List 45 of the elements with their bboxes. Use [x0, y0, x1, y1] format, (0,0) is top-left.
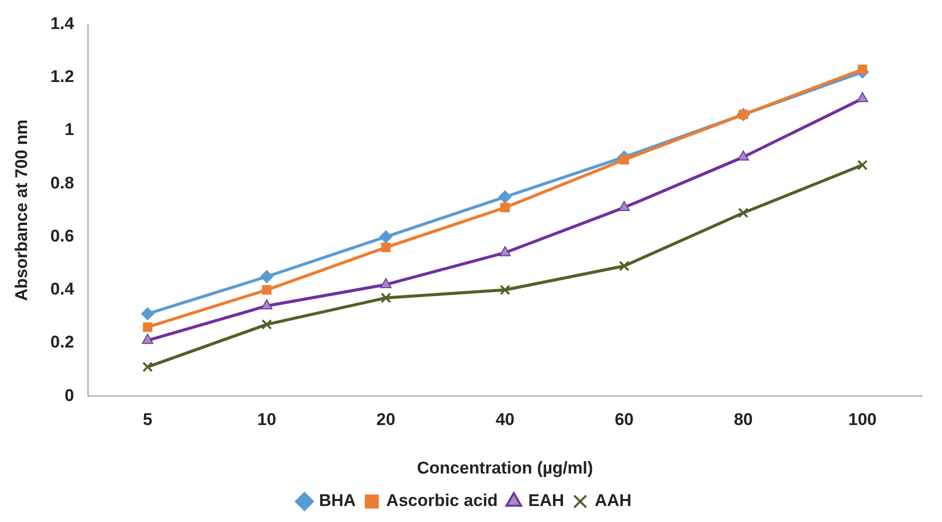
y-tick-label: 1 [64, 120, 74, 140]
point [619, 154, 629, 164]
point [380, 292, 392, 304]
x-tick-label: 60 [614, 410, 634, 430]
point [498, 190, 512, 204]
x-tick-label: 40 [496, 410, 514, 430]
y-tick-label: 0.4 [50, 280, 75, 299]
y-tick-label: 1.4 [50, 14, 75, 33]
point [858, 64, 868, 74]
point [380, 278, 392, 288]
x-tick-label: 5 [142, 410, 152, 430]
point [262, 285, 272, 295]
x-tick-label: 20 [376, 410, 396, 430]
point [261, 299, 272, 310]
y-tick-label: 0 [64, 386, 74, 405]
legend-label: EAH [528, 491, 564, 510]
y-tick-label: 0.2 [50, 332, 74, 352]
legend-label: Ascorbic acid [386, 491, 498, 510]
point [142, 322, 152, 332]
point [738, 208, 749, 218]
x-tick-label: 80 [734, 410, 753, 430]
point [141, 307, 154, 320]
point [856, 92, 868, 102]
x-axis-title: Concentration (µg/ml) [417, 458, 594, 478]
point [618, 260, 630, 272]
point [142, 362, 153, 372]
point [500, 202, 510, 212]
point [260, 270, 274, 284]
point [261, 319, 272, 330]
point [142, 334, 154, 344]
point [738, 150, 749, 161]
legend-label: BHA [318, 491, 356, 510]
y-tick-label: 1.2 [50, 67, 74, 86]
y-tick-label: 0.6 [50, 226, 74, 246]
x-tick-label: 100 [848, 410, 877, 430]
point [499, 246, 511, 256]
legend-label: AAH [594, 491, 632, 510]
x-tick-label: 10 [257, 410, 276, 430]
point [500, 284, 510, 296]
y-tick-label: 0.8 [50, 173, 74, 192]
y-axis-title: Absorbance at 700 nm [12, 119, 31, 301]
point [379, 230, 392, 244]
point [381, 242, 391, 252]
point [857, 160, 868, 170]
point [618, 201, 630, 212]
